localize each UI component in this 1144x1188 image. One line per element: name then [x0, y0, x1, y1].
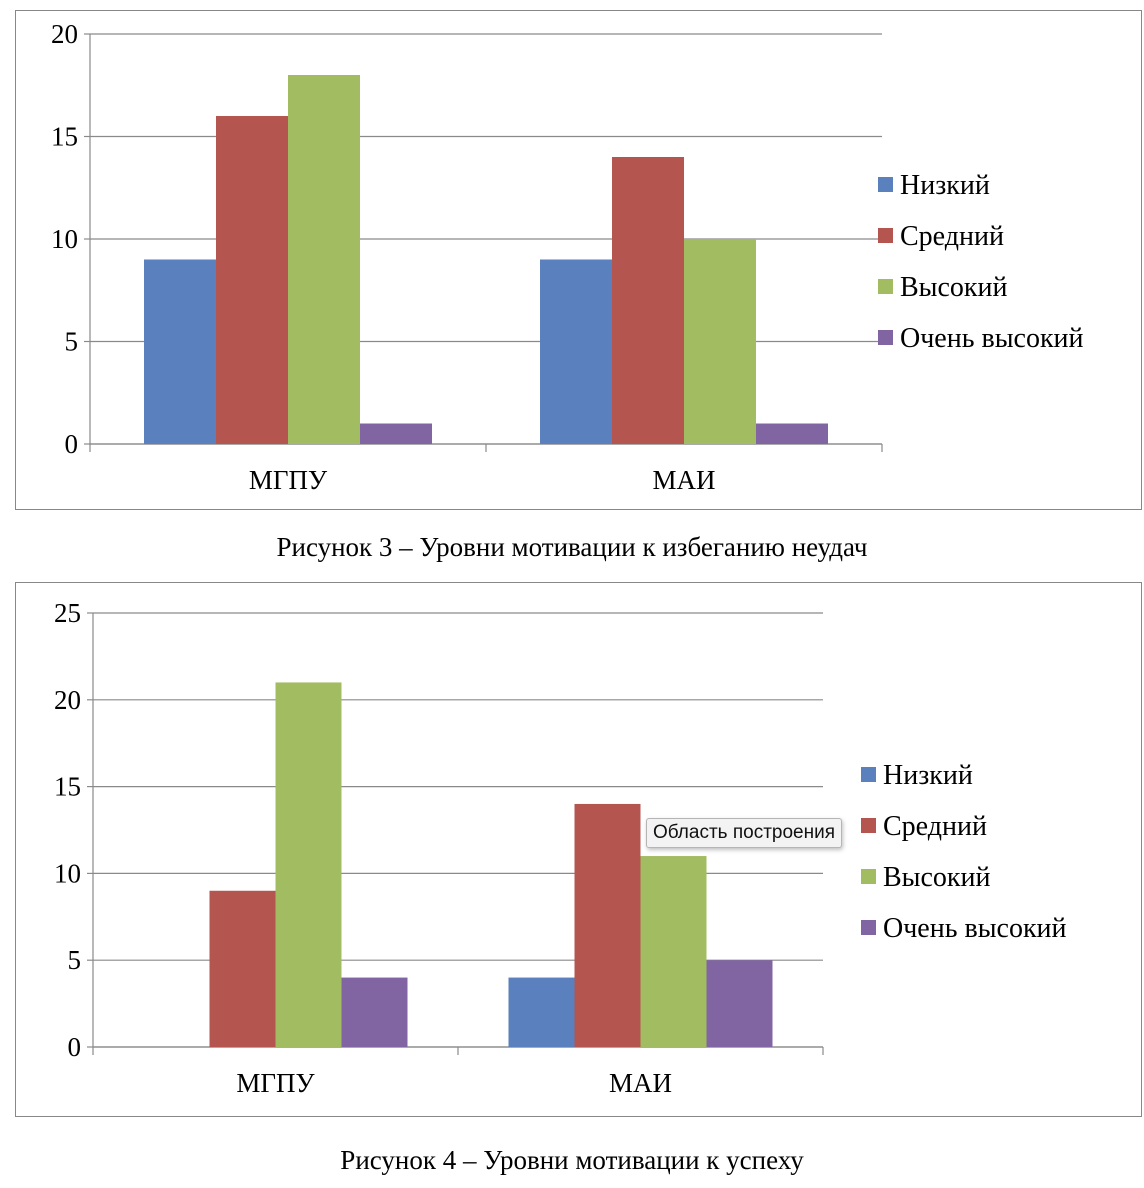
chart-1-frame: 0 5 10 15 20 МГПУ МАИ Низкий Средний Высокий Очень…: [15, 10, 1142, 510]
legend-label-0: Низкий: [883, 760, 973, 791]
bar-series-0-cat-1: [508, 977, 575, 1047]
legend-label-2: Высокий: [883, 862, 991, 893]
legend-swatch-3: [878, 330, 893, 345]
bar-series-2-cat-0: [288, 75, 360, 444]
legend-swatch-1: [878, 228, 893, 243]
bar-series-3-cat-0: [360, 423, 432, 444]
legend-label-0: Низкий: [900, 170, 990, 201]
bar-series-1-cat-0: [209, 890, 276, 1047]
legend-swatch-0: [861, 767, 876, 782]
y-tick-label: 15: [51, 122, 78, 152]
bar-series-1-cat-1: [574, 803, 641, 1047]
legend-label-1: Средний: [883, 811, 987, 842]
legend-swatch-2: [861, 869, 876, 884]
legend-label-3: Очень высокий: [883, 913, 1067, 944]
legend-label-1: Средний: [900, 221, 1004, 252]
legend-label-2: Высокий: [900, 272, 1008, 303]
bar-series-1-cat-1: [612, 157, 684, 444]
bar-series-2-cat-0: [275, 682, 342, 1047]
legend-swatch-2: [878, 279, 893, 294]
bar-series-2-cat-1: [640, 856, 707, 1047]
y-tick-label: 5: [68, 945, 82, 975]
y-tick-label: 10: [54, 858, 81, 888]
legend-swatch-0: [878, 177, 893, 192]
bar-series-1-cat-0: [216, 116, 288, 444]
bar-series-3-cat-1: [756, 423, 828, 444]
legend-label-3: Очень высокий: [900, 323, 1084, 354]
x-category-label: МГПУ: [236, 1068, 315, 1098]
legend-swatch-1: [861, 818, 876, 833]
figure-4-caption: Рисунок 4 – Уровни мотивации к успеху: [340, 1145, 804, 1175]
legend-swatch-3: [861, 920, 876, 935]
bar-series-3-cat-1: [706, 960, 773, 1047]
chart-2[interactable]: 0 5 10 15 20 25 МГПУ МАИ Низкий Средний Высокий Оче…: [16, 583, 1141, 1116]
y-tick-label: 25: [54, 598, 81, 628]
bar-series-2-cat-1: [684, 239, 756, 444]
y-tick-label: 20: [51, 19, 78, 49]
y-tick-label: 20: [54, 685, 81, 715]
y-tick-label: 15: [54, 772, 81, 802]
y-tick-label: 5: [65, 327, 79, 357]
y-tick-label: 0: [68, 1032, 82, 1062]
x-category-label: МАИ: [609, 1068, 672, 1098]
chart-2-frame: 0 5 10 15 20 25 МГПУ МАИ Низкий Средний Высокий Оче…: [15, 582, 1142, 1117]
figure-3-caption: Рисунок 3 – Уровни мотивации к избеганию…: [276, 532, 868, 562]
bar-series-0-cat-1: [540, 259, 612, 444]
y-tick-label: 10: [51, 224, 78, 254]
y-tick-label: 0: [65, 429, 79, 459]
chart-1[interactable]: 0 5 10 15 20 МГПУ МАИ Низкий Средний Высокий Очень…: [16, 11, 1141, 509]
plot-area-tooltip: Область построения: [646, 818, 842, 848]
bar-series-0-cat-0: [144, 259, 216, 444]
bar-series-3-cat-0: [341, 977, 408, 1047]
x-category-label: МГПУ: [249, 465, 328, 495]
x-category-label: МАИ: [652, 465, 715, 495]
